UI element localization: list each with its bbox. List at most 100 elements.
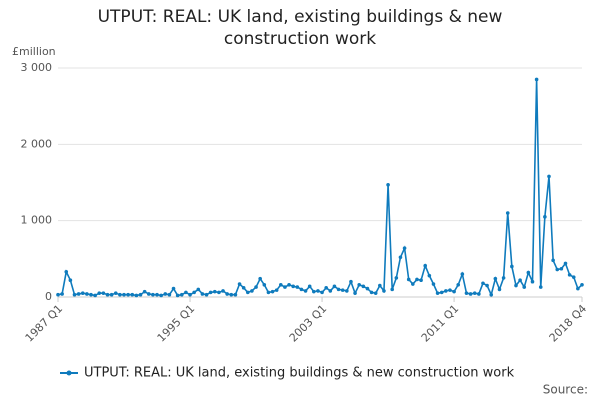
data-point — [299, 287, 304, 292]
data-point — [477, 292, 481, 296]
data-point — [452, 289, 456, 294]
data-point — [122, 292, 126, 297]
data-point — [402, 246, 407, 250]
data-point — [501, 276, 506, 280]
data-point — [142, 289, 147, 294]
data-point — [303, 289, 308, 293]
data-point — [274, 288, 279, 292]
data-point — [505, 211, 510, 215]
data-point — [68, 278, 73, 283]
data-point — [481, 281, 485, 286]
data-point — [229, 292, 234, 297]
data-point — [361, 284, 366, 289]
data-point — [241, 286, 246, 290]
data-point — [155, 292, 159, 297]
data-point — [543, 215, 547, 219]
data-point — [118, 292, 122, 297]
data-point — [378, 283, 382, 288]
data-point — [563, 261, 568, 266]
x-tick-label: 2018 Q4 — [547, 302, 590, 345]
data-point — [266, 290, 271, 295]
data-point — [472, 291, 477, 295]
data-point — [250, 289, 254, 293]
data-point — [538, 285, 543, 289]
data-point — [134, 293, 139, 298]
data-point — [456, 282, 461, 287]
data-point — [196, 287, 201, 292]
data-point — [324, 286, 328, 290]
data-point — [328, 289, 333, 293]
data-point — [497, 287, 502, 292]
data-point — [151, 292, 155, 297]
data-point — [89, 292, 93, 297]
data-point — [312, 289, 316, 294]
data-point — [184, 290, 188, 295]
data-point — [555, 267, 560, 272]
data-point — [571, 275, 576, 279]
data-point — [365, 286, 370, 291]
data-point — [188, 292, 192, 297]
data-point — [336, 287, 341, 292]
data-point — [316, 289, 320, 293]
data-point — [394, 276, 399, 280]
data-point — [76, 292, 81, 296]
data-point — [212, 289, 217, 294]
data-point — [534, 77, 539, 82]
data-point — [386, 182, 390, 187]
data-point — [200, 292, 205, 296]
x-tick-label: 2003 Q1 — [287, 302, 330, 345]
data-point — [233, 292, 238, 297]
data-point — [411, 282, 415, 286]
data-point — [390, 287, 395, 292]
data-point — [167, 292, 172, 297]
data-point — [489, 292, 494, 297]
data-point — [56, 292, 60, 297]
data-point — [464, 291, 469, 295]
data-point — [93, 293, 97, 298]
data-point — [130, 292, 135, 297]
data-point — [217, 290, 221, 295]
data-point — [493, 276, 498, 281]
data-point — [192, 290, 196, 295]
data-point — [80, 291, 85, 295]
data-point — [559, 266, 564, 271]
data-point — [567, 273, 572, 277]
data-point — [113, 291, 118, 295]
data-point — [427, 273, 432, 278]
data-point — [262, 282, 267, 287]
data-point — [332, 284, 337, 289]
data-point — [551, 258, 555, 263]
data-point — [373, 291, 378, 295]
data-point — [175, 293, 180, 298]
data-point — [448, 288, 452, 292]
data-point — [580, 282, 584, 287]
y-tick-label: 0 — [45, 290, 52, 303]
data-point — [204, 292, 209, 297]
legend-label: UTPUT: REAL: UK land, existing buildings… — [84, 366, 515, 381]
data-point — [60, 292, 64, 296]
legend-marker — [66, 370, 72, 376]
data-point — [510, 264, 514, 269]
data-point — [431, 282, 436, 286]
data-point — [398, 255, 403, 260]
data-point — [138, 292, 143, 297]
x-tick-label: 2011 Q1 — [419, 302, 462, 345]
data-point — [406, 277, 411, 282]
y-tick-label: 2 000 — [21, 137, 53, 150]
data-point — [279, 282, 283, 287]
data-point — [419, 278, 423, 283]
data-point — [101, 291, 106, 295]
data-point — [146, 292, 151, 296]
chart-title: UTPUT: REAL: UK land, existing buildings… — [97, 7, 503, 49]
data-point — [254, 285, 258, 289]
x-tick-label: 1995 Q1 — [155, 302, 198, 345]
data-point — [72, 292, 77, 297]
data-point — [576, 286, 580, 291]
data-point — [105, 292, 110, 297]
data-point — [460, 272, 465, 276]
data-point — [369, 290, 374, 295]
data-point — [291, 284, 295, 289]
data-point — [353, 291, 357, 295]
data-point — [270, 289, 275, 294]
